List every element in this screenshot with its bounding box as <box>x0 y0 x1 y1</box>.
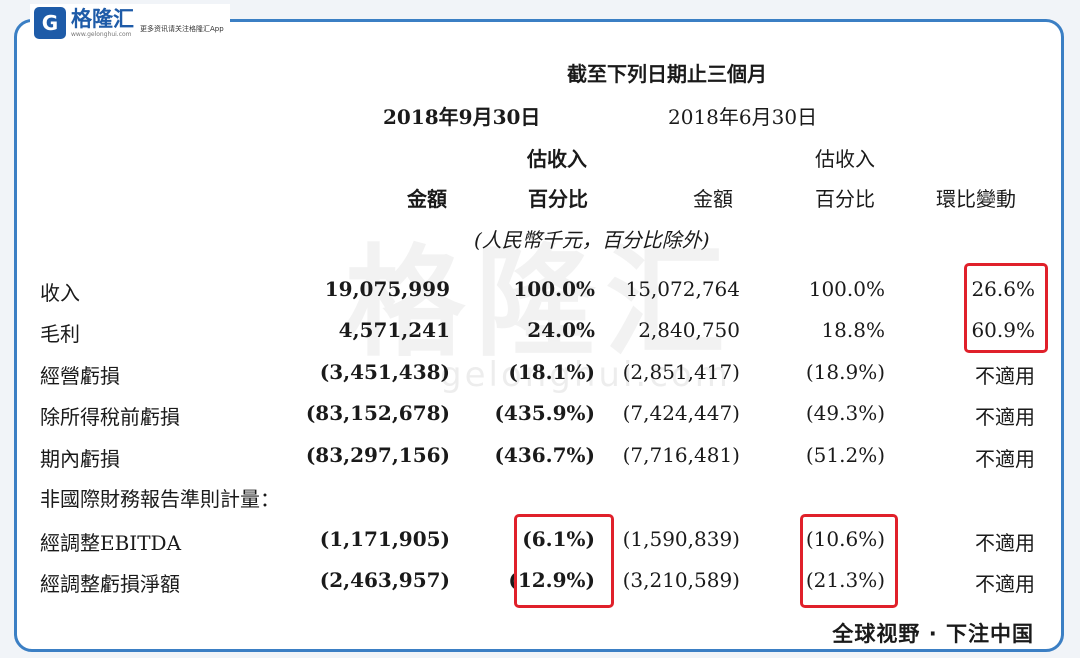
cell-p1: (436.7%) <box>494 443 595 467</box>
cell-a2: 15,072,764 <box>625 277 740 301</box>
col-pct-1: 百分比 <box>528 187 588 211</box>
unit-note: (人民幣千元，百分比除外) <box>474 228 710 252</box>
cell-label: 收入 <box>40 281 80 305</box>
brand-slogan: 更多资讯请关注格隆汇App <box>140 25 224 33</box>
cell-label: 經營虧損 <box>40 364 120 388</box>
cell-p2: 100.0% <box>808 277 885 301</box>
cell-label: 期內虧損 <box>40 447 120 471</box>
watermark: 格隆汇 <box>345 234 735 373</box>
cell-a2: (1,590,839) <box>622 527 740 551</box>
cell-label: 經調整虧損淨額 <box>40 572 180 596</box>
cell-p2: (21.3%) <box>805 568 885 592</box>
col-pct-2: 百分比 <box>815 187 875 211</box>
cell-p2: (49.3%) <box>805 401 885 425</box>
non-ifrs-heading: 非國際財務報告準則計量： <box>40 487 280 511</box>
cell-a2: 2,840,750 <box>638 318 740 342</box>
brand-name: 格隆汇 <box>71 6 134 31</box>
cell-p2: 18.8% <box>821 318 885 342</box>
brand-logo-icon: G <box>34 7 66 39</box>
cell-a1: (83,297,156) <box>305 443 450 467</box>
cell-p1: 100.0% <box>513 277 595 301</box>
cell-p2: (10.6%) <box>805 527 885 551</box>
cell-label: 經調整EBITDA <box>40 531 182 555</box>
cell-a1: 19,075,999 <box>324 277 450 301</box>
cell-qoq: 60.9% <box>971 318 1035 342</box>
cell-a1: 4,571,241 <box>338 318 450 342</box>
cell-a1: (2,463,957) <box>319 568 450 592</box>
cell-qoq: 不適用 <box>975 364 1035 388</box>
col-qoq: 環比變動 <box>936 187 1016 211</box>
highlight-box-pct-1 <box>514 514 614 608</box>
est-revenue-label-2: 估收入 <box>815 147 875 171</box>
highlight-box-qoq <box>964 263 1048 353</box>
date-header-2: 2018年6月30日 <box>668 105 818 129</box>
brand-url: www.gelonghui.com <box>71 30 132 38</box>
cell-qoq: 不適用 <box>975 572 1035 596</box>
cell-qoq: 不適用 <box>975 405 1035 429</box>
cell-p2: (51.2%) <box>805 443 885 467</box>
cell-p2: (18.9%) <box>805 360 885 384</box>
cell-a1: (83,152,678) <box>305 401 450 425</box>
cell-p1: (6.1%) <box>522 527 595 551</box>
period-header: 截至下列日期止三個月 <box>567 62 767 86</box>
est-revenue-label-1: 估收入 <box>527 147 587 171</box>
col-amount-2: 金額 <box>693 187 733 211</box>
cell-p1: (435.9%) <box>494 401 595 425</box>
cell-qoq: 不適用 <box>975 531 1035 555</box>
col-amount-1: 金額 <box>407 187 447 211</box>
highlight-box-pct-2 <box>800 514 898 608</box>
cell-a2: (3,210,589) <box>622 568 740 592</box>
cell-label: 除所得稅前虧損 <box>40 405 180 429</box>
cell-a2: (7,716,481) <box>622 443 740 467</box>
cell-a2: (2,851,417) <box>622 360 740 384</box>
cell-p1: (18.1%) <box>508 360 595 384</box>
date-header-1: 2018年9月30日 <box>383 105 541 129</box>
cell-a2: (7,424,447) <box>622 401 740 425</box>
cell-label: 毛利 <box>40 322 80 346</box>
cell-p1: 24.0% <box>527 318 595 342</box>
cell-p1: (12.9%) <box>508 568 595 592</box>
footer-slogan: 全球视野 · 下注中国 <box>832 622 1034 646</box>
cell-qoq: 26.6% <box>971 277 1035 301</box>
brand-header[interactable]: G 格隆汇 www.gelonghui.com 更多资讯请关注格隆汇App <box>30 4 230 42</box>
cell-a1: (3,451,438) <box>319 360 450 384</box>
cell-qoq: 不適用 <box>975 447 1035 471</box>
cell-a1: (1,171,905) <box>319 527 450 551</box>
watermark-sub: gelonghui.com <box>440 355 731 395</box>
